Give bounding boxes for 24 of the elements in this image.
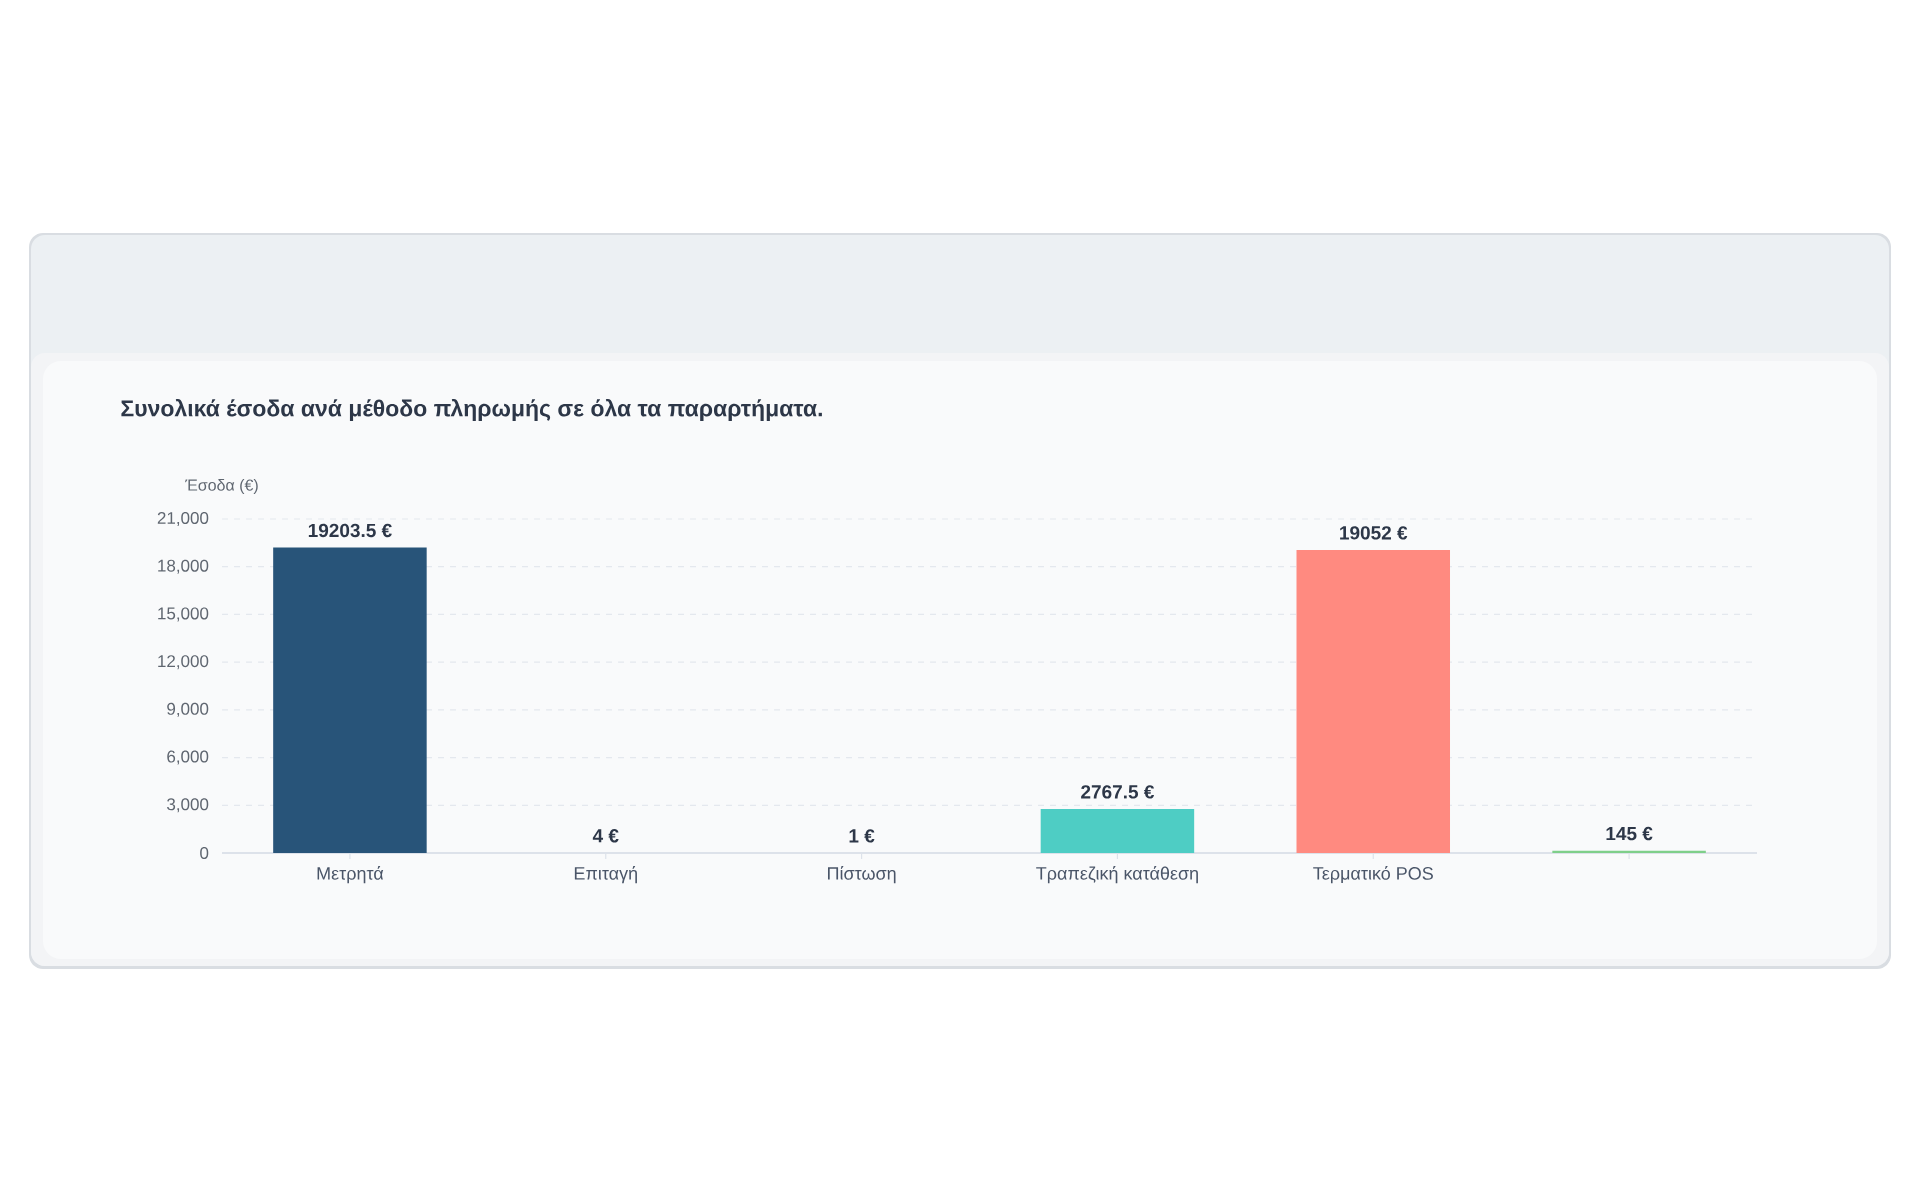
y-tick-label: 3,000 [167, 798, 209, 813]
y-tick-label: 9,000 [167, 702, 209, 717]
x-tick-label: Επιταγή [574, 866, 637, 884]
x-tick-label: Μετρητά [317, 866, 384, 884]
chart-title: Συνολικά έσοδα ανά μέθοδο πληρωμής σε όλα τα παραρτήματα. [121, 398, 822, 421]
data-label: 19052 € [1340, 526, 1408, 540]
y-tick-label: 0 [200, 846, 209, 860]
data-label: 2767.5 € [1081, 785, 1155, 799]
data-label: 1 € [849, 829, 875, 843]
y-tick-label: 15,000 [158, 607, 209, 622]
data-label: 145 € [1606, 826, 1653, 841]
y-tick-label: 21,000 [157, 511, 209, 527]
y-tick-label: 18,000 [158, 559, 209, 574]
x-tick-label: Πίστωση [828, 866, 896, 884]
y-axis-title: Έσοδα (€) [185, 479, 258, 494]
x-tick-label: Τραπεζική κατάθεση [1036, 866, 1198, 884]
bar [1040, 808, 1195, 853]
y-tick-label: 6,000 [167, 750, 209, 765]
x-tick-label: Τερματικό POS [1313, 866, 1433, 884]
data-label: 19203.5 € [308, 523, 392, 538]
bar [1296, 549, 1451, 853]
data-label: 4 € [592, 829, 619, 843]
y-tick-label: 12,000 [158, 655, 209, 670]
bar [273, 547, 427, 853]
